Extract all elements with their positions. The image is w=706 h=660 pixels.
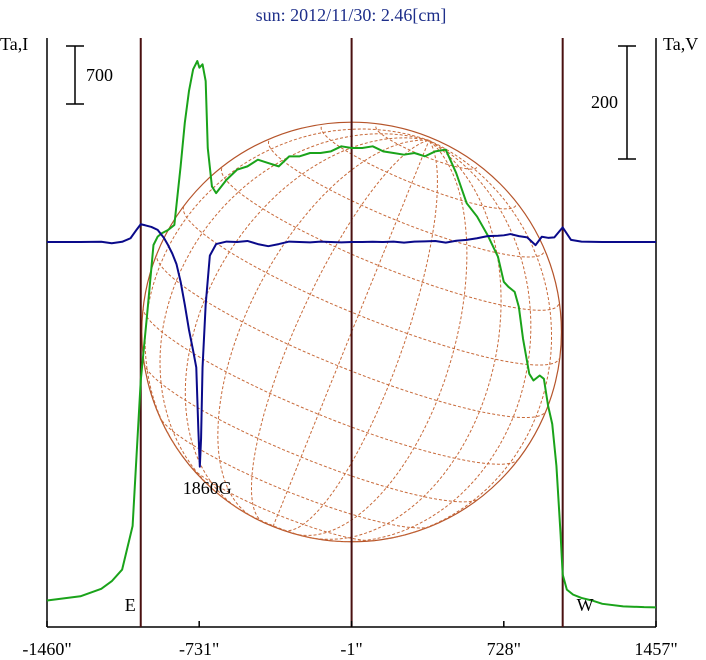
latitude-gridline (320, 126, 517, 210)
x-tick-label: -1" (340, 639, 362, 659)
east-marker-label: E (125, 595, 136, 615)
latitude-gridline (268, 140, 545, 258)
left-scale-bar: 700 (66, 45, 113, 105)
west-marker-label: W (577, 595, 594, 615)
longitude-gridline (327, 139, 532, 543)
active-region-label: 1860G (183, 478, 232, 498)
longitude-gridline (293, 140, 468, 536)
longitude-gridline (144, 128, 430, 457)
latitude-gridline (156, 253, 547, 418)
latitude-gridline (142, 307, 519, 465)
right-scale-label: 200 (591, 92, 618, 112)
left-axis-label: Ta,I (0, 34, 28, 54)
series-polarization-line (47, 223, 656, 468)
latitude-gridline (182, 206, 561, 366)
series-intensity-line (46, 60, 657, 609)
left-scale-label: 700 (86, 65, 113, 85)
x-tick-label: 1457" (634, 639, 677, 659)
x-tick-label: -1460" (22, 639, 71, 659)
latitude-gridline (220, 167, 560, 311)
longitude-gridline (184, 137, 430, 510)
longitude-gridline (217, 139, 430, 518)
longitude-gridline (250, 139, 430, 523)
latitude-gridline (143, 363, 480, 503)
longitude-gridline (309, 139, 502, 540)
latitude-gridline (233, 505, 316, 540)
x-tick-label: -731" (179, 639, 219, 659)
longitude-gridline (283, 140, 438, 532)
longitude-gridline (159, 133, 430, 499)
x-tick-label: 728" (487, 639, 521, 659)
longitude-gridline (387, 139, 552, 540)
right-scale-bar: 200 (591, 45, 636, 160)
latitude-gridline (159, 416, 432, 529)
chart-title: sun: 2012/11/30: 2.46[cm] (256, 5, 447, 25)
right-axis-label: Ta,V (663, 34, 698, 54)
x-axis-ticks: -1460" -731" -1" 728" 1457" (22, 621, 678, 659)
